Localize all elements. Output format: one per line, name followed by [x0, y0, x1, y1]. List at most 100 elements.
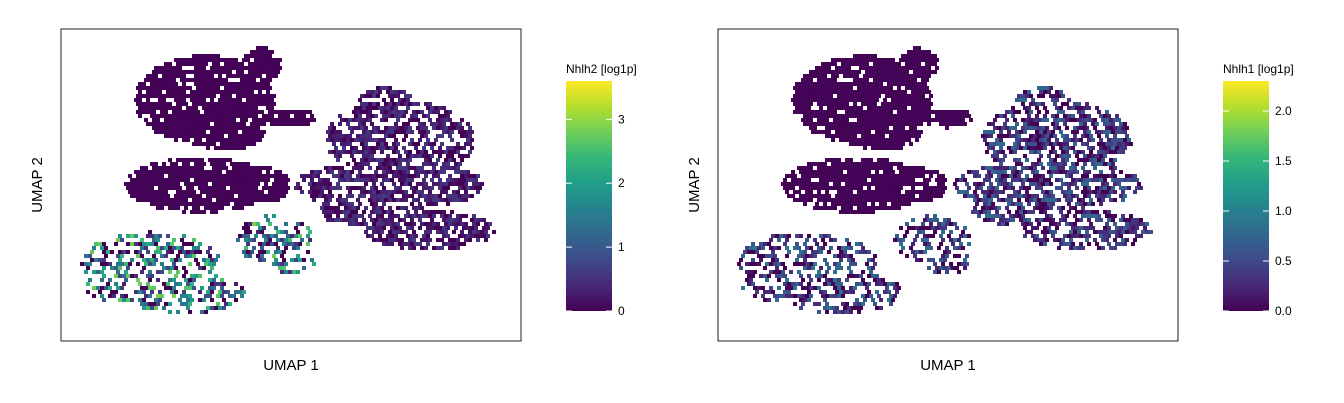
hex-bin — [146, 250, 150, 254]
hex-bin — [312, 182, 316, 186]
hex-bin — [903, 202, 907, 206]
hex-bin — [272, 62, 276, 66]
hex-bin — [757, 254, 761, 258]
hex-bin — [881, 134, 885, 138]
hex-bin — [278, 114, 282, 118]
hex-bin — [1073, 230, 1077, 234]
hex-bin — [1091, 162, 1095, 166]
hex-bin — [985, 150, 989, 154]
hex-bin — [180, 174, 184, 178]
hex-bin — [915, 170, 919, 174]
hex-bin — [1003, 218, 1007, 222]
hex-bin — [909, 174, 913, 178]
hex-bin — [823, 186, 827, 190]
hex-bin — [977, 198, 981, 202]
hex-bin — [877, 134, 881, 138]
hex-bin — [244, 182, 248, 186]
hex-bin — [899, 162, 903, 166]
hex-bin — [879, 306, 883, 310]
hex-bin — [805, 262, 809, 266]
hex-bin — [452, 126, 456, 130]
hex-bin — [901, 198, 905, 202]
hex-bin — [424, 142, 428, 146]
hex-bin — [366, 226, 370, 230]
hex-bin — [252, 78, 256, 82]
hex-bin — [272, 182, 276, 186]
hex-bin — [426, 154, 430, 158]
hex-bin — [973, 174, 977, 178]
hex-bin — [897, 174, 901, 178]
hex-bin — [841, 310, 845, 314]
hex-bin — [855, 130, 859, 134]
hex-bin — [919, 106, 923, 110]
hex-bin — [176, 206, 180, 210]
hex-bin — [989, 206, 993, 210]
hex-bin — [284, 118, 288, 122]
hex-bin — [1009, 214, 1013, 218]
hex-bin — [270, 74, 274, 78]
hex-bin — [280, 174, 284, 178]
hex-bin — [815, 122, 819, 126]
hex-bin — [869, 102, 873, 106]
hex-bin — [839, 210, 843, 214]
hex-bin — [208, 126, 212, 130]
hex-bin — [795, 178, 799, 182]
hex-bin — [278, 122, 282, 126]
hex-bin — [228, 134, 232, 138]
hex-bin — [815, 170, 819, 174]
hex-bin — [923, 218, 927, 222]
hex-bin — [1001, 190, 1005, 194]
hex-bin — [831, 98, 835, 102]
hex-bin — [436, 238, 440, 242]
hex-bin — [1083, 178, 1087, 182]
hex-bin — [198, 90, 202, 94]
hex-bin — [957, 246, 961, 250]
hex-bin — [927, 226, 931, 230]
hex-bin — [224, 158, 228, 162]
hex-bin — [843, 114, 847, 118]
hex-bin — [462, 154, 466, 158]
hex-bin — [232, 182, 236, 186]
hex-bin — [829, 134, 833, 138]
hex-bin — [164, 134, 168, 138]
hex-bin — [801, 166, 805, 170]
hex-bin — [939, 122, 943, 126]
hex-bin — [913, 70, 917, 74]
hex-bin — [937, 270, 941, 274]
hex-bin — [236, 86, 240, 90]
hex-bin — [915, 138, 919, 142]
hex-bin — [206, 82, 210, 86]
hex-bin — [805, 254, 809, 258]
hex-bin — [819, 194, 823, 198]
hex-bin — [1071, 170, 1075, 174]
hex-bin — [909, 166, 913, 170]
hex-bin — [208, 278, 212, 282]
hex-bin — [881, 78, 885, 82]
hex-bin — [1135, 226, 1139, 230]
hex-bin — [911, 186, 915, 190]
hex-bin — [793, 110, 797, 114]
hex-bin — [879, 186, 883, 190]
hex-bin — [236, 134, 240, 138]
hex-bin — [204, 174, 208, 178]
hex-bin — [841, 134, 845, 138]
hex-bin — [166, 170, 170, 174]
hex-bin — [1089, 150, 1093, 154]
hex-bin — [378, 226, 382, 230]
hex-bin — [877, 78, 881, 82]
hex-bin — [887, 90, 891, 94]
hex-bin — [282, 186, 286, 190]
hex-bin — [821, 294, 825, 298]
hex-bin — [891, 66, 895, 70]
hex-bin — [374, 202, 378, 206]
hex-bin — [130, 178, 134, 182]
hex-bin — [396, 150, 400, 154]
hex-bin — [1075, 186, 1079, 190]
hex-bin — [921, 54, 925, 58]
hex-bin — [1061, 206, 1065, 210]
hex-bin — [1033, 182, 1037, 186]
hex-bin — [789, 270, 793, 274]
hex-bin — [146, 306, 150, 310]
hex-bin — [995, 210, 999, 214]
hex-bin — [456, 182, 460, 186]
